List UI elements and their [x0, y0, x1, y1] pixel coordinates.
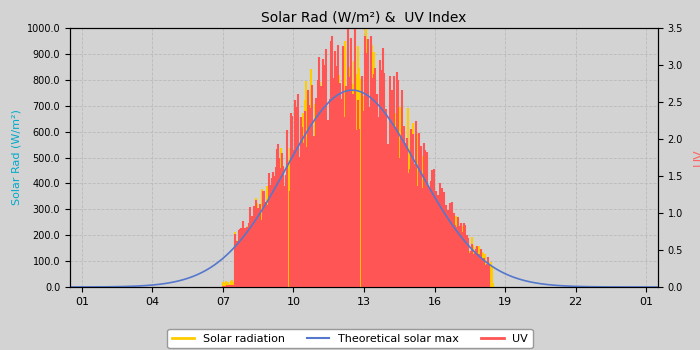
Legend: Solar radiation, Theoretical solar max, UV: Solar radiation, Theoretical solar max, …: [167, 329, 533, 348]
Title: Solar Rad (W/m²) &  UV Index: Solar Rad (W/m²) & UV Index: [261, 10, 467, 24]
Y-axis label: UV: UV: [692, 149, 700, 166]
Y-axis label: Solar Rad (W/m²): Solar Rad (W/m²): [11, 110, 21, 205]
